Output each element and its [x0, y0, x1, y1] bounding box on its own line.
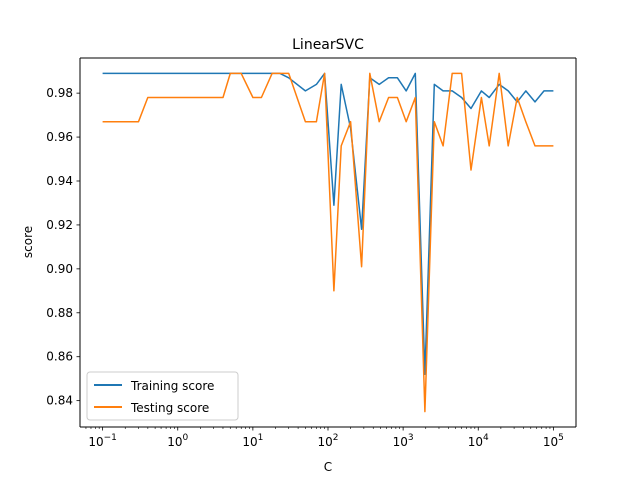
x-tick-base: 10: [242, 435, 257, 449]
series-group: [102, 72, 554, 413]
series-line-training-score: [102, 72, 554, 376]
x-tick-exponent: 1: [258, 433, 264, 443]
y-tick-label: 0.96: [46, 130, 73, 144]
x-tick-exponent: −1: [104, 433, 117, 443]
legend: Training score Testing score: [86, 371, 239, 421]
y-tick-label: 0.92: [46, 218, 73, 232]
x-tick-base: 10: [167, 435, 182, 449]
x-tick-label: 102: [317, 433, 338, 449]
x-tick-base: 10: [543, 435, 558, 449]
y-tick-label: 0.86: [46, 350, 73, 364]
x-tick-exponent: 2: [333, 433, 339, 443]
y-tick-label: 0.88: [46, 306, 73, 320]
x-tick-exponent: 3: [408, 433, 414, 443]
x-tick-base: 10: [317, 435, 332, 449]
legend-label-training: Training score: [130, 379, 214, 393]
x-axis-ticks: 10−1 100 101 102 103 104 105: [85, 427, 564, 449]
y-axis-label: score: [21, 226, 35, 258]
y-tick-label: 0.98: [46, 86, 73, 100]
plot-area: 10−1 100 101 102 103 104 105 0.840.860.880.900…: [46, 57, 577, 449]
chart-title: LinearSVC: [292, 37, 364, 53]
x-tick-label: 104: [468, 433, 489, 449]
x-tick-label: 100: [167, 433, 188, 449]
x-tick-label: 10−1: [88, 433, 117, 449]
x-tick-exponent: 5: [558, 433, 564, 443]
x-tick-base: 10: [88, 435, 103, 449]
legend-label-testing: Testing score: [130, 401, 209, 415]
y-axis-ticks: 0.84 0.86 0.88 0.90 0.92 0.94 0.96 0.98: [46, 86, 80, 408]
x-tick-exponent: 4: [483, 433, 489, 443]
series-line-testing-score: [102, 72, 554, 413]
y-tick-label: 0.84: [46, 394, 73, 408]
y-tick-label: 0.94: [46, 174, 73, 188]
x-tick-base: 10: [468, 435, 483, 449]
legend-box: [86, 371, 239, 421]
x-tick-label: 101: [242, 433, 263, 449]
x-axis-label: C: [324, 460, 332, 474]
y-tick-label: 0.90: [46, 262, 73, 276]
x-tick-label: 105: [543, 433, 564, 449]
x-tick-exponent: 0: [183, 433, 189, 443]
x-tick-label: 103: [393, 433, 414, 449]
x-tick-base: 10: [393, 435, 408, 449]
